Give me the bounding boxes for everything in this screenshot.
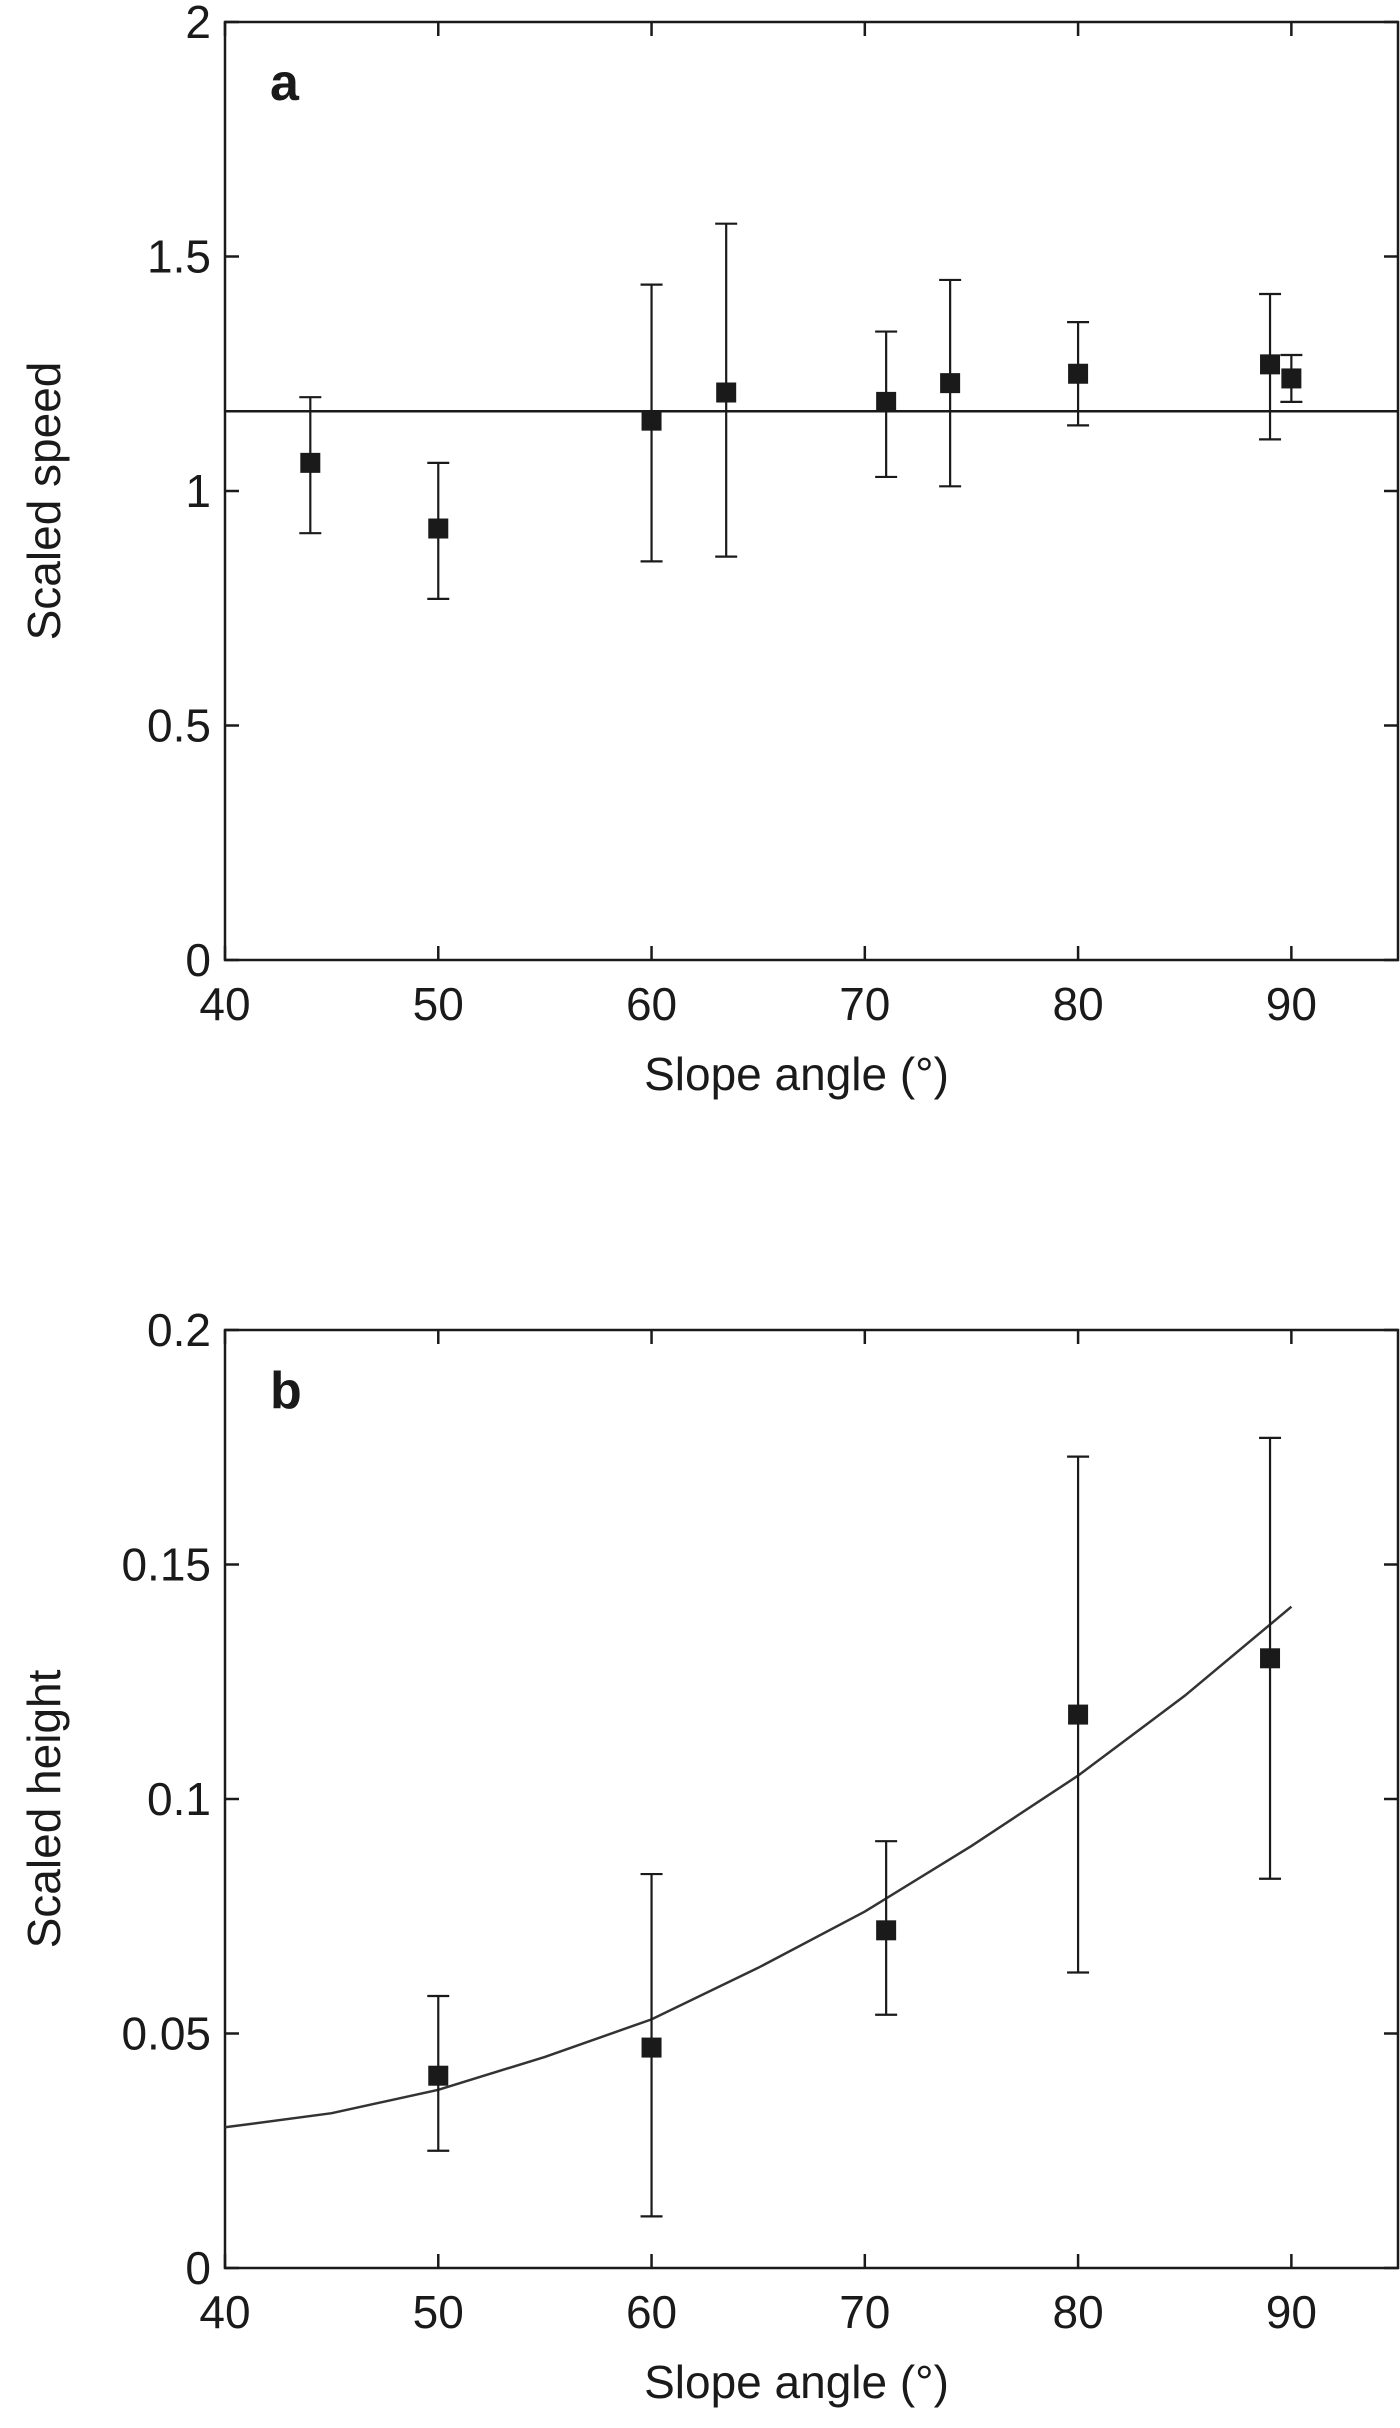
- panel-a-marker: [1260, 354, 1281, 375]
- panel-b-y-axis-label: Scaled height: [18, 1669, 70, 1948]
- panel-a-data-point-3: [640, 283, 663, 563]
- panel-b-marker: [1260, 1648, 1281, 1669]
- panel-b-y-tick-label: 0.2: [147, 1304, 211, 1356]
- panel-b-y-tick-label: 0.05: [121, 2008, 211, 2060]
- panel-b-marker: [641, 2037, 662, 2058]
- panel-b-x-tick-label: 50: [413, 2286, 464, 2338]
- panel-b-x-tick-label: 60: [626, 2286, 677, 2338]
- panel-a-x-tick-label: 40: [199, 978, 250, 1030]
- panel-a-data-point-9: [1280, 353, 1303, 403]
- panel-b-data-point-4: [1067, 1455, 1090, 1974]
- panel-a-marker: [300, 452, 321, 473]
- panel-b-y-tick-label: 0: [185, 2242, 211, 2294]
- panel-b-letter: b: [270, 1362, 302, 1420]
- panel-a-data-point-2: [427, 461, 450, 600]
- panel-a-marker: [641, 410, 662, 431]
- panel-a-letter: a: [270, 54, 300, 112]
- panel-a-data-point-8: [1259, 292, 1282, 441]
- panel-a-plot-frame: [223, 20, 1400, 962]
- panel-a-data-point-6: [939, 278, 962, 488]
- panel-a-y-tick-label: 2: [185, 0, 211, 48]
- panel-a-x-tick-label: 50: [413, 978, 464, 1030]
- panel-a-y-tick-label: 1.5: [147, 231, 211, 283]
- panel-a-data-point-7: [1067, 321, 1090, 427]
- panel-b-marker: [428, 2065, 449, 2086]
- panel-a-x-tick-label: 70: [839, 978, 890, 1030]
- panel-b-x-tick-label: 70: [839, 2286, 890, 2338]
- panel-b-x-tick-label: 90: [1266, 2286, 1317, 2338]
- panel-b-data-point-2: [640, 1872, 663, 2218]
- panel-b-x-tick-label: 40: [199, 2286, 250, 2338]
- panel-a-y-tick-label: 0.5: [147, 700, 211, 752]
- panel-a-x-tick-label: 60: [626, 978, 677, 1030]
- panel-b-marker: [1068, 1704, 1089, 1725]
- panel-b-y-tick-label: 0.1: [147, 1773, 211, 1825]
- panel-a-data-point-4: [715, 222, 738, 558]
- panel-a-y-tick-label: 1: [185, 465, 211, 517]
- panel-a-marker: [940, 373, 961, 394]
- panel-b-fit-curve: [224, 1605, 1293, 2129]
- panel-a-scaled-speed: 40 50 60 70 80 90 0 0.5 1 1.5 2 Slope angle (°) Scal…: [18, 0, 1400, 1100]
- panel-a-x-axis-label: Slope angle (°): [644, 1048, 949, 1100]
- panel-a-data-point-1: [299, 396, 322, 535]
- panel-a-marker: [1068, 363, 1089, 384]
- panel-b-y-tick-label: 0.15: [121, 1539, 211, 1591]
- panel-a-y-tick-label: 0: [185, 934, 211, 986]
- panel-a-marker: [876, 391, 897, 412]
- panel-a-marker: [428, 518, 449, 539]
- panel-b-data-point-5: [1259, 1436, 1282, 1880]
- panel-a-marker: [1281, 368, 1302, 389]
- panel-a-data-point-5: [875, 330, 898, 479]
- panel-b-data-point-1: [427, 1994, 450, 2152]
- panel-b-plot-frame: [223, 1328, 1400, 2270]
- panel-a-y-axis-label: Scaled speed: [18, 362, 70, 641]
- panel-b-x-axis-label: Slope angle (°): [644, 2356, 949, 2408]
- panel-a-x-tick-label: 90: [1266, 978, 1317, 1030]
- panel-b-marker: [876, 1920, 897, 1941]
- panel-b-scaled-height: 40 50 60 70 80 90 0 0.05 0.1 0.15 0.2 Slope angle (…: [18, 1304, 1400, 2408]
- panel-b-data-point-3: [875, 1840, 898, 2016]
- panel-a-marker: [716, 382, 737, 403]
- panel-b-x-tick-label: 80: [1053, 2286, 1104, 2338]
- panel-a-x-tick-label: 80: [1053, 978, 1104, 1030]
